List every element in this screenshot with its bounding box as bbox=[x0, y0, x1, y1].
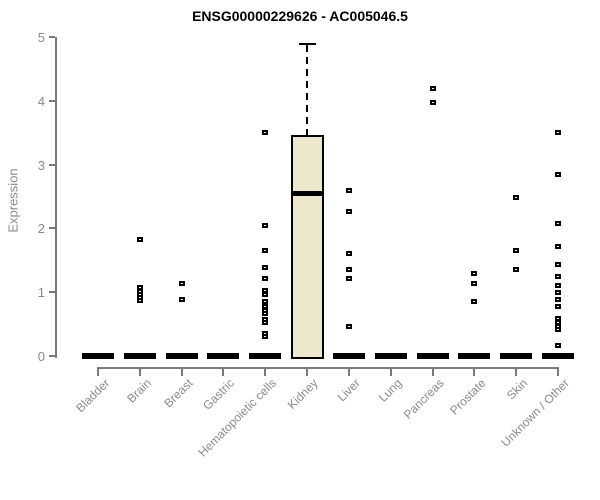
x-axis-tick-label: Skin bbox=[503, 376, 531, 403]
outlier-point bbox=[178, 280, 185, 286]
outlier-point bbox=[262, 275, 269, 281]
outlier-point bbox=[555, 289, 561, 295]
x-axis-tick-label: Breast bbox=[161, 376, 196, 411]
x-axis-tick-label: Gastric bbox=[200, 376, 238, 413]
outlier-point bbox=[262, 311, 269, 317]
x-axis-tick bbox=[264, 369, 267, 376]
outlier-point bbox=[262, 320, 269, 326]
outlier-point bbox=[471, 299, 478, 305]
outlier-point bbox=[555, 273, 561, 279]
y-axis-tick-label: 5 bbox=[37, 30, 45, 45]
outlier-point bbox=[262, 299, 269, 305]
outlier-point bbox=[136, 237, 143, 243]
box-collapsed bbox=[123, 353, 156, 359]
box-median bbox=[292, 190, 322, 196]
outlier-point bbox=[262, 247, 269, 253]
y-axis-line bbox=[55, 37, 57, 358]
whisker-cap bbox=[298, 42, 316, 45]
y-axis-tick-label: 3 bbox=[37, 157, 45, 173]
y-axis-tick-label: 1 bbox=[37, 285, 45, 301]
outlier-point bbox=[262, 334, 269, 340]
outlier-point bbox=[262, 223, 269, 229]
outlier-point bbox=[262, 130, 269, 136]
outlier-point bbox=[555, 327, 561, 333]
x-axis-tick bbox=[306, 369, 309, 376]
y-axis-tick bbox=[49, 291, 55, 294]
y-axis-tick-label: 4 bbox=[37, 93, 45, 109]
box-collapsed bbox=[416, 353, 449, 359]
outlier-point bbox=[555, 172, 561, 178]
chart-title: ENSG00000229626 - AC005046.5 bbox=[192, 8, 408, 24]
y-axis-tick-label: 2 bbox=[37, 221, 45, 237]
outlier-point bbox=[555, 342, 561, 348]
x-axis-tick bbox=[138, 369, 141, 376]
box-collapsed bbox=[542, 353, 574, 359]
outlier-point bbox=[555, 262, 561, 268]
y-axis-tick bbox=[49, 227, 55, 230]
outlier-point bbox=[555, 129, 561, 135]
x-axis-tick bbox=[557, 369, 559, 376]
x-axis-tick-label: Prostate bbox=[446, 376, 489, 418]
box-collapsed bbox=[332, 353, 365, 359]
box-collapsed bbox=[374, 353, 407, 359]
outlier-point bbox=[513, 247, 520, 253]
outlier-point bbox=[429, 100, 436, 106]
outlier-point bbox=[345, 323, 352, 329]
box-collapsed bbox=[82, 353, 114, 359]
x-axis-tick-label: Bladder bbox=[72, 376, 112, 416]
x-axis-tick-label: Liver bbox=[334, 376, 363, 405]
outlier-point bbox=[555, 304, 561, 310]
box-upper-whisker bbox=[306, 44, 309, 136]
y-axis-tick bbox=[49, 355, 55, 357]
x-axis-tick bbox=[180, 369, 183, 376]
outlier-point bbox=[429, 85, 436, 91]
x-axis-tick bbox=[347, 369, 350, 376]
outlier-point bbox=[471, 270, 478, 276]
outlier-point bbox=[345, 275, 352, 281]
x-axis-tick bbox=[473, 369, 476, 376]
box-collapsed bbox=[458, 353, 491, 359]
outlier-point bbox=[555, 220, 561, 226]
x-axis-tick bbox=[431, 369, 434, 376]
outlier-point bbox=[178, 296, 185, 302]
box-collapsed bbox=[165, 353, 198, 359]
outlier-point bbox=[345, 251, 352, 257]
box-collapsed bbox=[500, 353, 533, 359]
box-collapsed bbox=[249, 353, 282, 359]
outlier-point bbox=[345, 188, 352, 194]
x-axis-tick bbox=[515, 369, 518, 376]
outlier-point bbox=[513, 194, 520, 200]
outlier-point bbox=[262, 265, 269, 271]
box-body bbox=[290, 135, 324, 359]
y-axis-tick bbox=[49, 36, 55, 38]
outlier-point bbox=[345, 209, 352, 215]
y-axis-tick bbox=[49, 99, 55, 102]
x-axis-tick-label: Lung bbox=[375, 376, 405, 405]
outlier-point bbox=[136, 297, 143, 303]
x-axis-tick-label: Brain bbox=[124, 376, 154, 406]
outlier-point bbox=[555, 243, 561, 249]
y-axis-tick bbox=[49, 163, 55, 166]
box-collapsed bbox=[207, 353, 240, 359]
x-axis-tick bbox=[389, 369, 392, 376]
outlier-point bbox=[555, 282, 561, 288]
outlier-point bbox=[471, 280, 478, 286]
x-axis-tick-label: Pancreas bbox=[400, 376, 447, 422]
x-axis-line bbox=[97, 367, 559, 369]
outlier-point bbox=[345, 267, 352, 273]
x-axis-tick-label: Kidney bbox=[285, 376, 321, 412]
x-axis-tick-label: Hematopoietic cells bbox=[195, 376, 280, 460]
outlier-point bbox=[555, 297, 561, 303]
x-axis-tick bbox=[97, 369, 99, 376]
outlier-point bbox=[262, 291, 269, 297]
outlier-point bbox=[513, 267, 520, 273]
y-axis-tick-label: 0 bbox=[37, 349, 45, 364]
x-axis-tick bbox=[222, 369, 225, 376]
